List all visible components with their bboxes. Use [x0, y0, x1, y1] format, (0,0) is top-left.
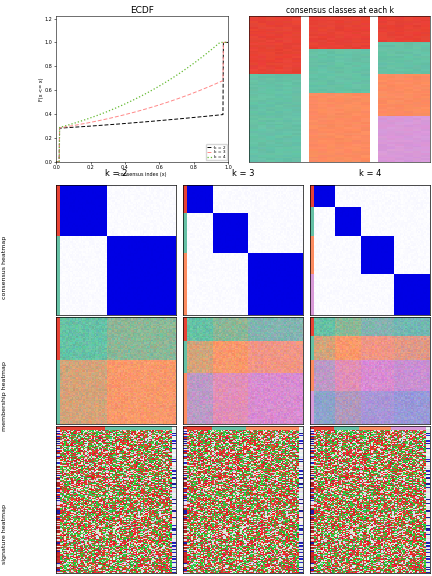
Text: k = 2: k = 2: [105, 169, 127, 178]
Text: k = 4: k = 4: [359, 169, 381, 178]
Title: ECDF: ECDF: [130, 6, 154, 16]
Legend: k = 2, k = 3, k = 4: k = 2, k = 3, k = 4: [206, 144, 227, 161]
Text: membership heatmap: membership heatmap: [2, 361, 7, 431]
Text: signature heatmap: signature heatmap: [2, 503, 7, 564]
Text: consensus heatmap: consensus heatmap: [2, 236, 7, 299]
Text: k = 3: k = 3: [232, 169, 254, 178]
Title: consensus classes at each k: consensus classes at each k: [286, 6, 394, 16]
Y-axis label: F(x <= x): F(x <= x): [38, 77, 44, 101]
X-axis label: consensus index (x): consensus index (x): [118, 172, 166, 177]
